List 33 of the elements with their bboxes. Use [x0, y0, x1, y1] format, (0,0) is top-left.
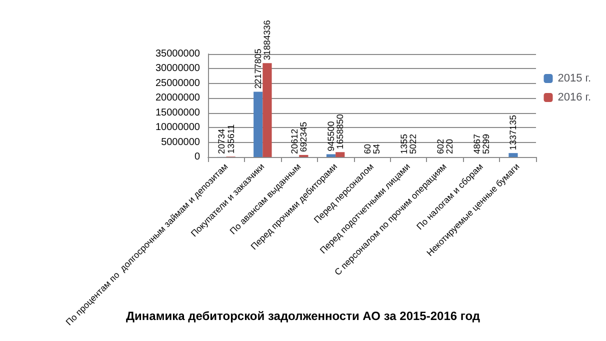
- bar: [508, 153, 518, 157]
- text: Динамика дебиторской задолженности АО за 2015-2016 год: [126, 309, 480, 323]
- bar: [326, 154, 336, 157]
- legend-label: 2015 г.: [558, 72, 592, 84]
- data-label: 1658850: [335, 114, 346, 150]
- data-label: 5022: [408, 134, 418, 154]
- data-label: 20734: [216, 128, 227, 154]
- y-tick-label: 25000000: [156, 78, 200, 89]
- data-label: 31884336: [262, 20, 272, 60]
- y-tick-label: 10000000: [156, 122, 200, 134]
- data-label: 945500: [326, 121, 336, 152]
- data-label: 1337135: [508, 115, 518, 150]
- data-label: 1355: [398, 134, 409, 154]
- data-label: 5299: [480, 134, 491, 154]
- y-tick-label: 30000000: [156, 63, 200, 74]
- data-label: 692345: [298, 122, 309, 152]
- bar: [336, 152, 345, 157]
- data-label: 4867: [472, 134, 482, 154]
- y-tick-label: 0: [194, 152, 200, 162]
- data-label: 54: [372, 144, 382, 154]
- data-label: 22177805: [253, 48, 264, 89]
- bar: [254, 92, 263, 157]
- data-label: 20612: [290, 128, 300, 154]
- y-tick-label: 5000000: [161, 136, 200, 148]
- y-tick-label: 20000000: [156, 92, 200, 104]
- legend-label: 2016 г.: [558, 92, 592, 104]
- data-label: 220: [444, 138, 454, 154]
- y-tick-label: 15000000: [156, 107, 200, 118]
- bar: [262, 63, 272, 157]
- y-tick-label: 35000000: [156, 48, 200, 60]
- data-label: 60: [362, 144, 372, 154]
- data-label: 602: [435, 138, 446, 154]
- data-label: 135611: [226, 124, 236, 154]
